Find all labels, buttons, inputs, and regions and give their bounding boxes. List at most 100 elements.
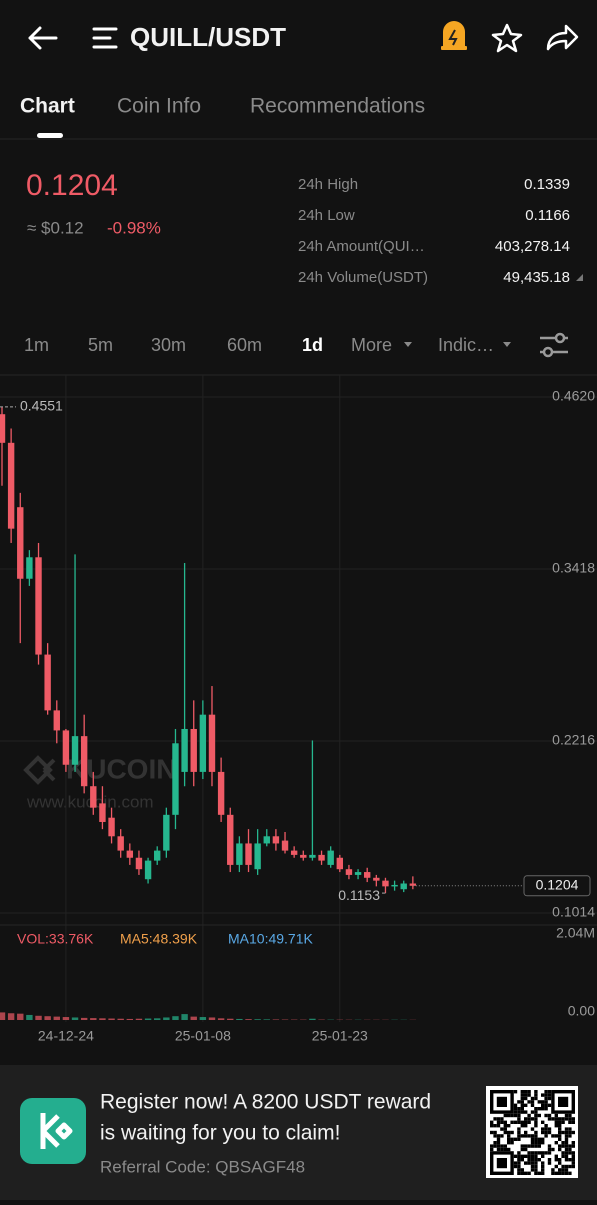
qr-module bbox=[517, 1168, 520, 1171]
qr-module bbox=[534, 1165, 537, 1168]
qr-module bbox=[521, 1124, 524, 1127]
interval-option[interactable]: More bbox=[351, 335, 392, 355]
qr-module bbox=[527, 1144, 530, 1147]
qr-module bbox=[510, 1121, 513, 1124]
volume-bar bbox=[35, 1016, 41, 1020]
qr-module bbox=[510, 1141, 513, 1144]
qr-module bbox=[527, 1093, 530, 1096]
stat-value: 0.1339 bbox=[524, 176, 570, 193]
qr-module bbox=[497, 1134, 500, 1137]
qr-module bbox=[565, 1138, 568, 1141]
interval-option[interactable]: Indic… bbox=[438, 335, 494, 355]
qr-module bbox=[565, 1144, 568, 1147]
qr-module bbox=[504, 1131, 507, 1134]
interval-option[interactable]: 60m bbox=[227, 335, 262, 355]
qr-module bbox=[538, 1144, 541, 1147]
qr-module bbox=[517, 1127, 520, 1130]
volume-bar bbox=[127, 1019, 133, 1020]
qr-module bbox=[572, 1121, 575, 1124]
qr-module bbox=[565, 1141, 568, 1144]
volume-bar bbox=[17, 1014, 23, 1020]
candle-body bbox=[273, 836, 279, 843]
qr-module bbox=[558, 1148, 561, 1151]
interval-option[interactable]: 5m bbox=[88, 335, 113, 355]
qr-module bbox=[527, 1161, 530, 1164]
qr-module bbox=[561, 1155, 564, 1158]
volume-bar bbox=[200, 1017, 206, 1020]
qr-module bbox=[510, 1138, 513, 1141]
volume-bar bbox=[227, 1019, 233, 1020]
qr-module bbox=[544, 1131, 547, 1134]
qr-module bbox=[527, 1100, 530, 1103]
qr-module bbox=[544, 1114, 547, 1117]
qr-module bbox=[534, 1110, 537, 1113]
tab[interactable]: Coin Info bbox=[117, 95, 201, 118]
interval-option[interactable]: 1m bbox=[24, 335, 49, 355]
qr-module bbox=[514, 1165, 517, 1168]
qr-module bbox=[534, 1121, 537, 1124]
qr-module bbox=[514, 1138, 517, 1141]
candle-body bbox=[90, 786, 96, 807]
qr-finder bbox=[497, 1097, 507, 1107]
candle-body bbox=[364, 872, 370, 878]
candle-body bbox=[309, 855, 315, 858]
qr-module bbox=[544, 1100, 547, 1103]
qr-module bbox=[544, 1151, 547, 1154]
qr-module bbox=[497, 1144, 500, 1147]
qr-module bbox=[565, 1165, 568, 1168]
tab[interactable]: Chart bbox=[20, 95, 75, 118]
candle-body bbox=[136, 858, 142, 869]
y-tick-label: 0.4620 bbox=[552, 388, 595, 404]
qr-module bbox=[534, 1155, 537, 1158]
qr-module bbox=[541, 1107, 544, 1110]
qr-module bbox=[493, 1117, 496, 1120]
qr-module bbox=[521, 1104, 524, 1107]
qr-module bbox=[565, 1127, 568, 1130]
qr-module bbox=[568, 1151, 571, 1154]
candle-body bbox=[300, 855, 306, 858]
banner-headline: Register now! A 8200 USDT reward bbox=[100, 1091, 431, 1114]
qr-module bbox=[507, 1138, 510, 1141]
candle-body bbox=[382, 881, 388, 887]
qr-module bbox=[561, 1165, 564, 1168]
tab[interactable]: Recommendations bbox=[250, 95, 425, 118]
volume-bar bbox=[154, 1018, 160, 1020]
qr-module bbox=[544, 1107, 547, 1110]
qr-module bbox=[517, 1121, 520, 1124]
volume-bar bbox=[309, 1019, 315, 1020]
qr-module bbox=[544, 1104, 547, 1107]
candle-body bbox=[17, 507, 23, 579]
qr-module bbox=[517, 1110, 520, 1113]
interval-option[interactable]: 1d bbox=[302, 335, 323, 355]
qr-module bbox=[538, 1114, 541, 1117]
qr-module bbox=[538, 1141, 541, 1144]
volume-legend: VOL:33.76K bbox=[17, 931, 94, 947]
qr-module bbox=[521, 1158, 524, 1161]
qr-module bbox=[538, 1172, 541, 1175]
qr-finder bbox=[558, 1097, 568, 1107]
qr-module bbox=[558, 1138, 561, 1141]
qr-module bbox=[500, 1121, 503, 1124]
stat-label: 24h Amount(QUI… bbox=[298, 238, 425, 255]
qr-module bbox=[507, 1148, 510, 1151]
qr-module bbox=[555, 1141, 558, 1144]
volume-bar bbox=[81, 1018, 87, 1020]
qr-module bbox=[565, 1172, 568, 1175]
qr-module bbox=[541, 1165, 544, 1168]
qr-module bbox=[517, 1161, 520, 1164]
qr-module bbox=[572, 1155, 575, 1158]
qr-module bbox=[548, 1093, 551, 1096]
qr-module bbox=[534, 1138, 537, 1141]
qr-module bbox=[538, 1107, 541, 1110]
qr-module bbox=[524, 1144, 527, 1147]
qr-module bbox=[527, 1117, 530, 1120]
qr-module bbox=[490, 1121, 493, 1124]
app-logo bbox=[20, 1098, 86, 1164]
qr-module bbox=[531, 1141, 534, 1144]
qr-module bbox=[561, 1141, 564, 1144]
candle-body bbox=[181, 729, 187, 772]
qr-module bbox=[544, 1124, 547, 1127]
interval-option[interactable]: 30m bbox=[151, 335, 186, 355]
high-marker-label: 0.4551 bbox=[20, 398, 63, 414]
qr-module bbox=[558, 1144, 561, 1147]
